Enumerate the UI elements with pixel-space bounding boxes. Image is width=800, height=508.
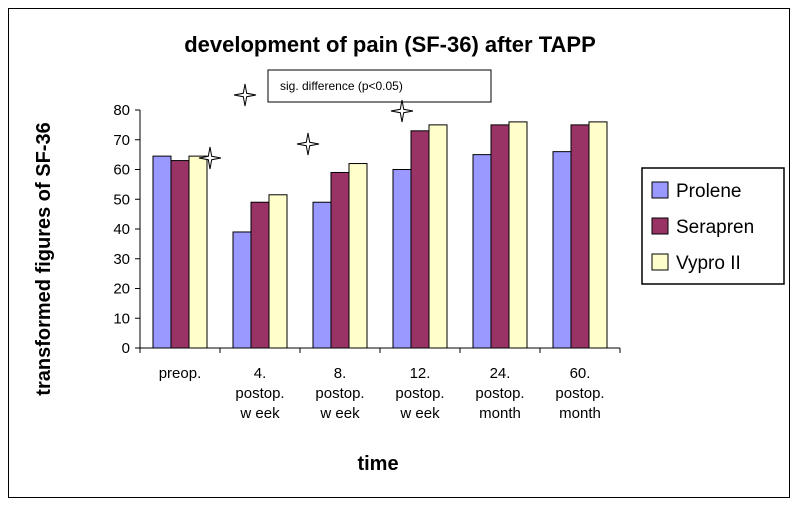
x-tick-label: preop. (159, 365, 202, 382)
bar (170, 160, 190, 349)
bar (490, 124, 510, 349)
bar (588, 121, 608, 349)
legend-label: Vypro II (676, 253, 741, 274)
y-tick-label: 40 (113, 221, 130, 238)
x-tick-label-line: postop. (235, 385, 284, 402)
bar (552, 151, 572, 349)
bar (392, 169, 412, 349)
bar (188, 155, 208, 349)
significance-star-icon (233, 83, 257, 107)
legend-label: Serapren (676, 217, 754, 238)
chart-title: development of pain (SF-36) after TAPP (184, 32, 596, 57)
bar (508, 121, 528, 349)
x-tick-label-line: 24. (490, 365, 511, 382)
x-tick-label-line: 12. (410, 365, 431, 382)
legend-swatch (651, 181, 669, 199)
x-tick-label-line: month (479, 405, 521, 422)
bar (250, 201, 270, 349)
x-tick-label-line: postop. (395, 385, 444, 402)
bar (428, 124, 448, 349)
x-tick-label-line: 4. (254, 365, 267, 382)
x-tick-label-line: 8. (334, 365, 347, 382)
annotation-box (267, 69, 492, 103)
legend-swatch (651, 253, 669, 271)
significance-star-icon (198, 146, 222, 170)
y-tick-label: 30 (113, 251, 130, 268)
y-tick-label: 60 (113, 162, 130, 179)
x-tick-label-line: postop. (555, 385, 604, 402)
x-tick-label: 24. postop. month (475, 365, 524, 422)
significance-star-icon (296, 132, 320, 156)
y-tick-label: 20 (113, 281, 130, 298)
bar (570, 124, 590, 349)
bar (330, 171, 350, 349)
y-tick-label: 50 (113, 191, 130, 208)
y-tick-label: 70 (113, 132, 130, 149)
significance-annotation: sig. difference (p<0.05) (198, 69, 492, 170)
y-tick-label: 80 (113, 102, 130, 119)
x-tick-label: 8. postop. w eek (315, 365, 364, 422)
x-tick-label-line: 60. (570, 365, 591, 382)
significance-star-icon (390, 99, 414, 123)
x-tick-label-line: preop. (159, 365, 202, 382)
y-tick-label: 10 (113, 310, 130, 327)
x-tick-label-line: w eek (319, 405, 360, 422)
x-tick-label-line: month (559, 405, 601, 422)
bar (472, 154, 492, 349)
bar (152, 155, 172, 349)
x-axis-title: time (357, 453, 398, 475)
annotation-text: sig. difference (p<0.05) (280, 79, 403, 93)
legend-swatch (651, 217, 669, 235)
x-tick-label: 12. postop. w eek (395, 365, 444, 422)
y-tick-label: 0 (122, 340, 130, 357)
bar (232, 231, 252, 349)
x-tick-label-line: w eek (239, 405, 280, 422)
x-tick-label-line: postop. (315, 385, 364, 402)
y-axis-title: transformed figures of SF-36 (33, 122, 55, 395)
legend: Prolene Serapren Vypro II (641, 167, 785, 285)
bar (312, 201, 332, 349)
x-tick-label: 4. postop. w eek (235, 365, 284, 422)
bar (410, 130, 430, 349)
plot-area: 0 10 20 30 40 50 60 70 80 preop. 4. postop. w eek 8. p… (113, 102, 621, 422)
x-tick-label-line: w eek (399, 405, 440, 422)
x-tick-label-line: postop. (475, 385, 524, 402)
x-tick-label: 60. postop. month (555, 365, 604, 422)
bar (268, 194, 288, 349)
bar (348, 163, 368, 349)
legend-label: Prolene (676, 181, 742, 202)
